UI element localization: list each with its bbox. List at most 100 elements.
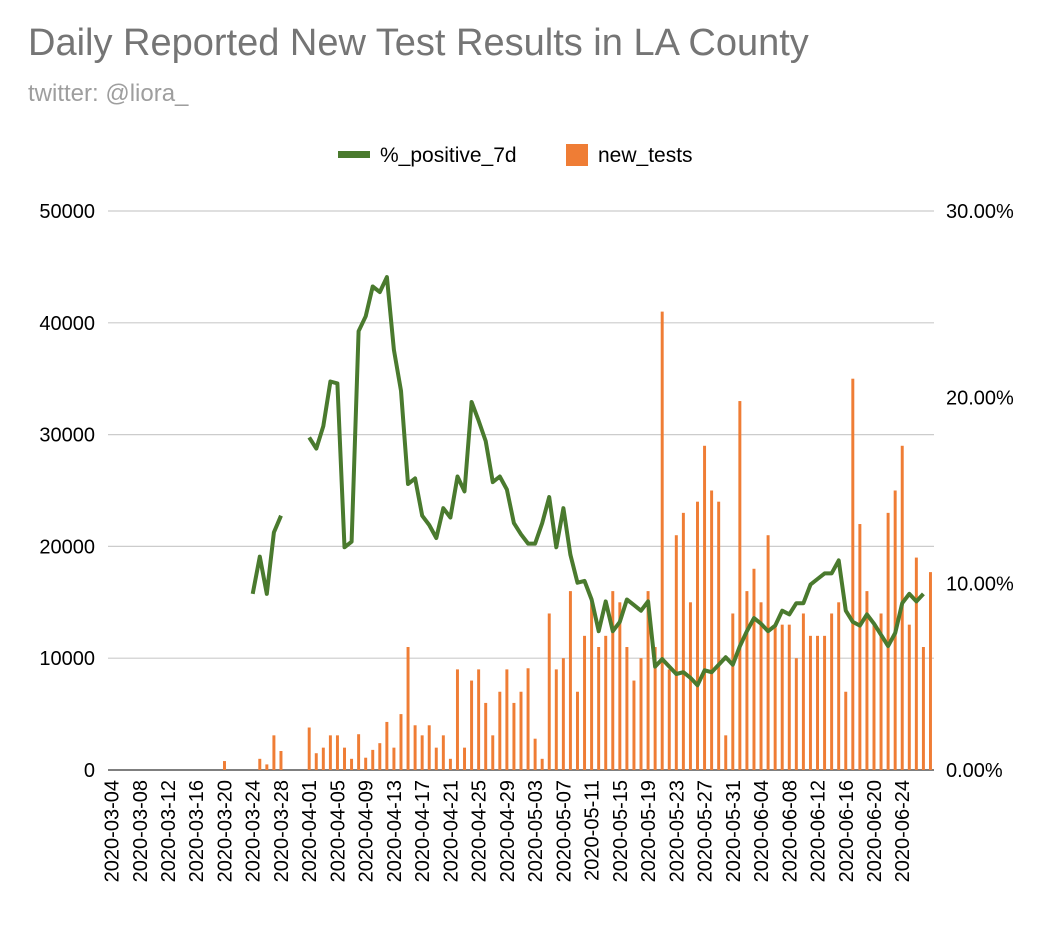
right-y-tick-label: 30.00%	[946, 201, 1014, 223]
bar	[808, 635, 812, 770]
bar	[752, 568, 756, 770]
x-tick-label: 2020-05-07	[553, 780, 575, 882]
bar	[703, 445, 707, 770]
bar	[463, 747, 467, 770]
bar	[357, 734, 361, 770]
bar	[526, 668, 530, 770]
left-y-tick-label: 10000	[39, 648, 95, 670]
bar	[667, 669, 671, 770]
bar	[265, 764, 269, 770]
bar	[575, 691, 579, 770]
x-tick-label: 2020-06-08	[779, 780, 801, 882]
bar	[258, 758, 262, 770]
bar	[272, 735, 276, 770]
bar	[928, 572, 932, 770]
bar	[477, 669, 481, 770]
x-tick-label: 2020-06-12	[808, 780, 830, 882]
bar	[710, 490, 714, 770]
bar	[540, 758, 544, 770]
bar	[773, 624, 777, 770]
x-tick-label: 2020-04-05	[327, 780, 349, 882]
x-tick-label: 2020-05-27	[695, 780, 717, 882]
bar	[632, 680, 636, 770]
legend-label-positive: %_positive_7d	[380, 144, 517, 167]
bar	[371, 749, 375, 770]
bar	[328, 735, 332, 770]
series-line-positive	[250, 275, 925, 688]
x-tick-label: 2020-06-24	[892, 780, 914, 882]
bar	[448, 758, 452, 770]
left-y-tick-label: 40000	[39, 313, 95, 335]
bar	[660, 311, 664, 770]
bar	[434, 747, 438, 770]
bar	[681, 512, 685, 770]
x-tick-label: 2020-06-16	[836, 780, 858, 882]
bar	[491, 735, 495, 770]
bar	[399, 714, 403, 770]
bar	[618, 602, 622, 770]
bar	[512, 702, 516, 770]
bar	[794, 658, 798, 770]
bar	[455, 669, 459, 770]
x-tick-label: 2020-03-04	[102, 780, 124, 882]
x-tick-label: 2020-04-29	[497, 780, 519, 882]
bar	[646, 591, 650, 770]
x-tick-label: 2020-04-13	[384, 780, 406, 882]
bar	[413, 725, 417, 770]
bar	[554, 669, 558, 770]
bar	[745, 591, 749, 770]
legend: %_positive_7d new_tests	[338, 144, 693, 167]
bar	[590, 602, 594, 770]
bar	[823, 635, 827, 770]
bar	[385, 721, 389, 770]
x-axis: 2020-03-04 2020-03-08 2020-03-12 2020-03-16…	[102, 780, 915, 882]
bar	[837, 602, 841, 770]
bar	[688, 602, 692, 770]
bar	[314, 753, 318, 770]
bar	[279, 750, 283, 770]
bar	[307, 727, 311, 770]
bar	[547, 613, 551, 770]
x-tick-label: 2020-05-03	[525, 780, 547, 882]
x-tick-label: 2020-04-25	[469, 780, 491, 882]
bar	[717, 501, 721, 770]
bar	[921, 647, 925, 770]
bar	[830, 613, 834, 770]
x-tick-label: 2020-05-11	[582, 780, 604, 881]
bar	[801, 613, 805, 770]
bar	[533, 738, 537, 770]
bar	[879, 613, 883, 770]
bar	[583, 635, 587, 770]
left-y-tick-label: 0	[84, 760, 95, 782]
bar	[851, 378, 855, 770]
bar	[470, 680, 474, 770]
bar	[872, 624, 876, 770]
bar	[696, 501, 699, 770]
bar	[865, 591, 869, 770]
bar	[427, 725, 431, 770]
x-tick-label: 2020-03-24	[243, 780, 265, 882]
chart-subtitle: twitter: @liora_	[28, 80, 189, 107]
bar	[914, 557, 918, 770]
bar	[392, 747, 396, 770]
x-tick-label: 2020-03-12	[158, 780, 180, 882]
bar	[350, 758, 354, 770]
bar	[505, 669, 509, 770]
x-tick-label: 2020-04-01	[299, 780, 321, 882]
bar	[335, 735, 339, 770]
bar	[498, 691, 502, 770]
right-y-axis: 0.00% 10.00% 20.00% 30.00%	[946, 201, 1014, 782]
bar	[223, 761, 226, 770]
right-y-tick-label: 10.00%	[946, 574, 1014, 596]
bar	[378, 743, 382, 770]
left-y-axis: 0 10000 20000 30000 40000 50000	[39, 201, 95, 782]
bar	[625, 647, 629, 770]
bar	[441, 735, 445, 770]
right-y-tick-label: 0.00%	[946, 760, 1003, 782]
bar	[597, 647, 601, 770]
bar	[420, 735, 424, 770]
bar	[858, 524, 862, 770]
x-tick-label: 2020-06-04	[751, 780, 773, 882]
bar	[674, 535, 678, 770]
bar	[759, 602, 763, 770]
